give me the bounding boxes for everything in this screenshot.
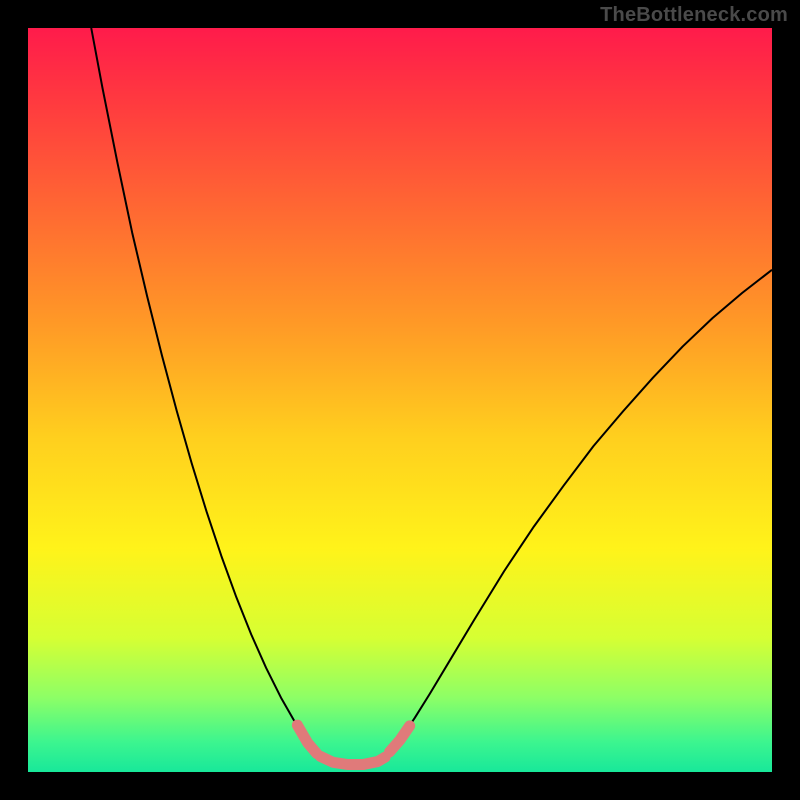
chart-stage: TheBottleneck.com — [0, 0, 800, 800]
plot-area — [28, 28, 772, 772]
bottleneck-chart-svg — [0, 0, 800, 800]
watermark-text: TheBottleneck.com — [600, 4, 788, 27]
